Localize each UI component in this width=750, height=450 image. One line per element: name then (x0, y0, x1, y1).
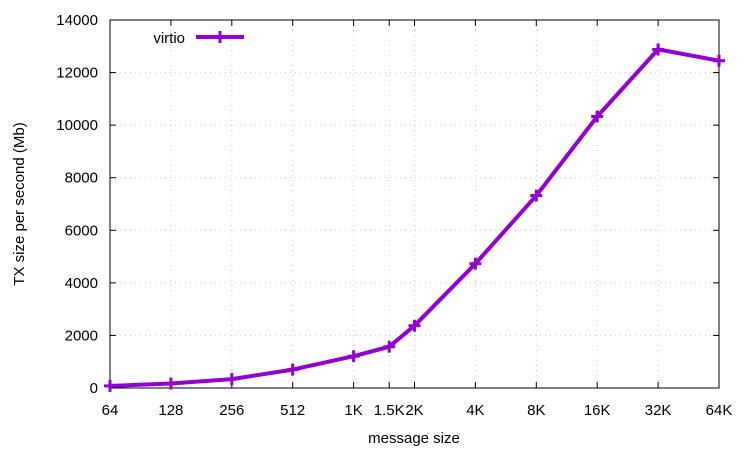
series-line (109, 47, 720, 388)
x-tick-label: 128 (158, 402, 183, 419)
grid (110, 20, 719, 388)
y-tick-label: 14000 (56, 12, 98, 29)
x-tick-label: 1K (344, 402, 362, 419)
x-tick-label: 32K (645, 402, 672, 419)
legend-label-virtio: virtio (153, 30, 185, 47)
x-tick-label: 2K (405, 402, 423, 419)
data-point (591, 110, 604, 123)
x-tick-label: 64K (706, 402, 733, 419)
data-point (469, 257, 482, 270)
data-point (164, 377, 177, 390)
y-tick-label: 6000 (65, 222, 98, 239)
y-tick-label: 12000 (56, 65, 98, 82)
data-point (104, 379, 116, 392)
x-tick-label: 1.5K (374, 402, 405, 419)
x-tick-label: 256 (219, 402, 244, 419)
y-axis-title: TX size per second (Mb) (11, 122, 28, 285)
x-tick-label: 16K (584, 402, 611, 419)
y-tick-labels: 0 2000 4000 6000 8000 10000 12000 14000 (56, 12, 98, 397)
series-virtio (104, 43, 725, 392)
axis-ticks (109, 19, 720, 389)
legend: virtio (153, 30, 244, 47)
x-tick-label: 4K (466, 402, 484, 419)
data-point (530, 189, 543, 202)
x-tick-label: 64 (102, 402, 119, 419)
data-point (652, 43, 665, 56)
data-point (383, 340, 396, 353)
data-point (408, 319, 421, 332)
data-point (713, 54, 725, 67)
x-tick-label: 8K (527, 402, 545, 419)
y-tick-label: 10000 (56, 117, 98, 134)
y-tick-label: 0 (90, 380, 98, 397)
x-tick-labels: 64 128 256 512 1K 1.5K 2K 4K 8K 16K 32K 64K (102, 402, 733, 419)
x-tick-label: 512 (280, 402, 305, 419)
y-tick-label: 8000 (65, 170, 98, 187)
y-tick-label: 2000 (65, 327, 98, 344)
data-point (225, 373, 238, 386)
data-point (286, 363, 299, 376)
legend-marker-virtio (214, 31, 226, 43)
x-axis-title: message size (368, 430, 460, 447)
data-point (347, 350, 360, 363)
y-tick-label: 4000 (65, 275, 98, 292)
